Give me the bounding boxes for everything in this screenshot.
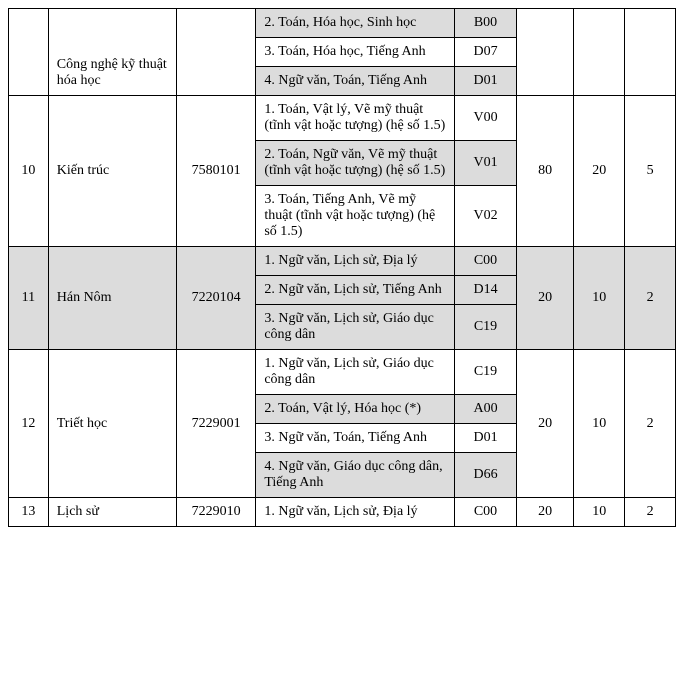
cell-q1: 80 xyxy=(516,96,573,247)
cell-combo: 3. Ngữ văn, Lịch sử, Giáo dục công dân xyxy=(256,305,455,350)
cell-code: B00 xyxy=(455,9,517,38)
table-row: 13 Lịch sử 7229010 1. Ngữ văn, Lịch sử, … xyxy=(9,498,676,527)
cell-combo: 3. Toán, Hóa học, Tiếng Anh xyxy=(256,38,455,67)
cell-code: V00 xyxy=(455,96,517,141)
cell-q1: 20 xyxy=(516,350,573,498)
cell-code: D66 xyxy=(455,453,517,498)
cell-combo: 1. Ngữ văn, Lịch sử, Địa lý xyxy=(256,498,455,527)
cell-no: 13 xyxy=(9,498,49,527)
cell-combo: 1. Toán, Vật lý, Vẽ mỹ thuật (tĩnh vật h… xyxy=(256,96,455,141)
cell-combo: 4. Ngữ văn, Giáo dục công dân, Tiếng Anh xyxy=(256,453,455,498)
cell-q3: 2 xyxy=(625,350,676,498)
cell-code: D01 xyxy=(455,424,517,453)
table-row: Công nghệ kỹ thuật hóa học 2. Toán, Hóa … xyxy=(9,9,676,38)
cell-combo: 3. Ngữ văn, Toán, Tiếng Anh xyxy=(256,424,455,453)
cell-code: C00 xyxy=(455,498,517,527)
cell-combo: 1. Ngữ văn, Lịch sử, Địa lý xyxy=(256,247,455,276)
cell-no: 11 xyxy=(9,247,49,350)
cell-code: C00 xyxy=(455,247,517,276)
cell-mcode: 7229001 xyxy=(176,350,256,498)
cell-code: V01 xyxy=(455,141,517,186)
cell-code: D07 xyxy=(455,38,517,67)
cell-mcode: 7220104 xyxy=(176,247,256,350)
cell-combo: 3. Toán, Tiếng Anh, Vẽ mỹ thuật (tĩnh vậ… xyxy=(256,186,455,247)
cell-q1: 20 xyxy=(516,247,573,350)
cell-code: D14 xyxy=(455,276,517,305)
table-row: 10 Kiến trúc 7580101 1. Toán, Vật lý, Vẽ… xyxy=(9,96,676,141)
cell-q3: 5 xyxy=(625,96,676,247)
cell-no: 10 xyxy=(9,96,49,247)
cell-mcode xyxy=(176,9,256,96)
cell-code: C19 xyxy=(455,305,517,350)
cell-combo: 2. Ngữ văn, Lịch sử, Tiếng Anh xyxy=(256,276,455,305)
cell-q3: 2 xyxy=(625,247,676,350)
cell-q2: 10 xyxy=(574,498,625,527)
cell-q1 xyxy=(516,9,573,96)
table-row: 12 Triết học 7229001 1. Ngữ văn, Lịch sử… xyxy=(9,350,676,395)
cell-mcode: 7229010 xyxy=(176,498,256,527)
cell-major: Lịch sử xyxy=(48,498,176,527)
cell-combo: 1. Ngữ văn, Lịch sử, Giáo dục công dân xyxy=(256,350,455,395)
cell-major: Triết học xyxy=(48,350,176,498)
cell-q3 xyxy=(625,9,676,96)
table-row: 11 Hán Nôm 7220104 1. Ngữ văn, Lịch sử, … xyxy=(9,247,676,276)
cell-major: Kiến trúc xyxy=(48,96,176,247)
cell-q1: 20 xyxy=(516,498,573,527)
cell-combo: 2. Toán, Vật lý, Hóa học (*) xyxy=(256,395,455,424)
admissions-table: Công nghệ kỹ thuật hóa học 2. Toán, Hóa … xyxy=(8,8,676,527)
cell-major: Công nghệ kỹ thuật hóa học xyxy=(48,9,176,96)
cell-code: D01 xyxy=(455,67,517,96)
cell-code: A00 xyxy=(455,395,517,424)
cell-q2: 10 xyxy=(574,247,625,350)
cell-q2: 20 xyxy=(574,96,625,247)
cell-code: C19 xyxy=(455,350,517,395)
cell-q2: 10 xyxy=(574,350,625,498)
cell-major: Hán Nôm xyxy=(48,247,176,350)
cell-q2 xyxy=(574,9,625,96)
cell-no xyxy=(9,9,49,96)
cell-no: 12 xyxy=(9,350,49,498)
cell-combo: 2. Toán, Hóa học, Sinh học xyxy=(256,9,455,38)
cell-mcode: 7580101 xyxy=(176,96,256,247)
cell-combo: 4. Ngữ văn, Toán, Tiếng Anh xyxy=(256,67,455,96)
cell-combo: 2. Toán, Ngữ văn, Vẽ mỹ thuật (tĩnh vật … xyxy=(256,141,455,186)
cell-q3: 2 xyxy=(625,498,676,527)
cell-code: V02 xyxy=(455,186,517,247)
